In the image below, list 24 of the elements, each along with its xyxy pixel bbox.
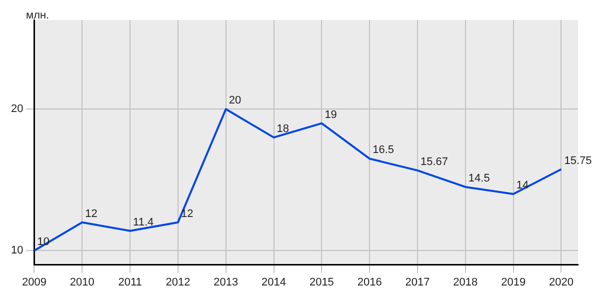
x-tick-label: 2019 (501, 276, 526, 288)
data-label: 16.5 (372, 144, 394, 156)
y-axis-title: млн. (26, 10, 50, 22)
x-tick-label: 2009 (22, 276, 46, 288)
x-tick-label: 2017 (405, 276, 430, 288)
x-tick-label: 2020 (548, 276, 574, 288)
x-tick-label: 2011 (118, 276, 142, 288)
data-label: 14 (516, 180, 529, 192)
x-tick-label: 2014 (262, 276, 286, 288)
x-tick-label: 2010 (70, 276, 94, 288)
data-label: 14.5 (468, 172, 490, 185)
data-label: 15.67 (420, 156, 448, 168)
x-tick-label: 2015 (309, 276, 334, 288)
x-tick-label: 2016 (357, 276, 382, 288)
data-label: 11.4 (133, 216, 154, 228)
x-tick-label: 2018 (453, 276, 478, 288)
x-tick-label: 2012 (166, 276, 190, 288)
x-tick-label: 2013 (214, 276, 238, 288)
data-label: 12 (85, 208, 98, 220)
data-label: 15.75 (564, 154, 592, 167)
data-label: 20 (228, 94, 242, 107)
data-label: 18 (276, 122, 290, 135)
data-label: 12 (180, 208, 194, 220)
data-label: 19 (324, 108, 337, 121)
